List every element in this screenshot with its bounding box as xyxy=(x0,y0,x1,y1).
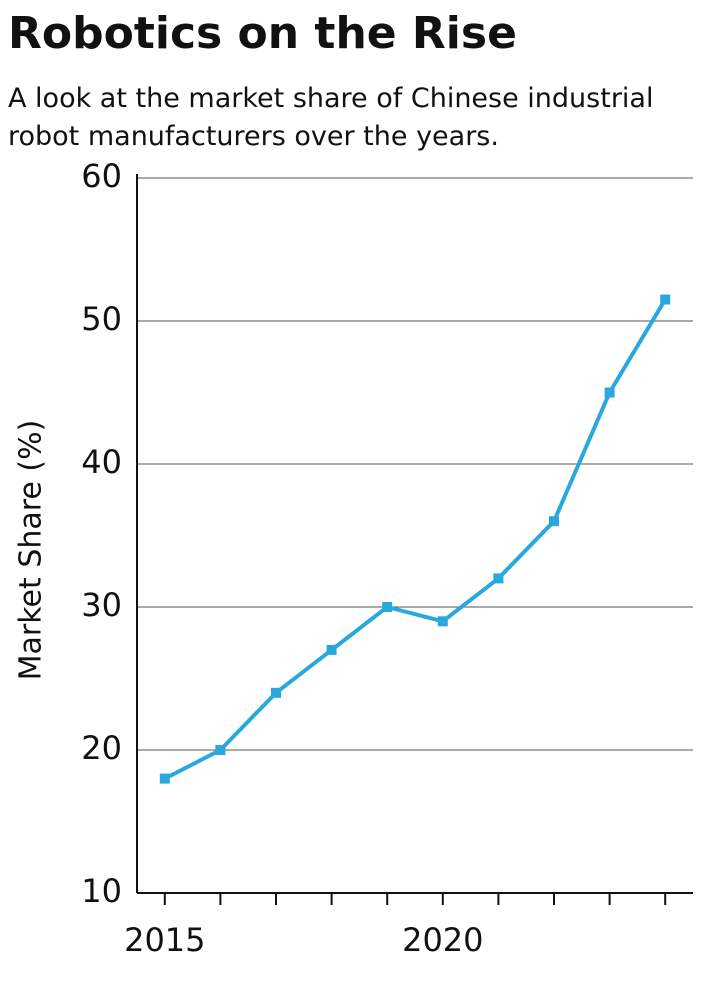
data-point xyxy=(382,602,393,612)
data-line xyxy=(163,298,667,781)
y-tick-label: 30 xyxy=(81,586,122,624)
y-axis-label: Market Share (%) xyxy=(14,420,49,681)
y-tick-label: 40 xyxy=(81,443,122,481)
x-tick-label: 2020 xyxy=(402,921,483,959)
y-tick-label: 10 xyxy=(81,872,122,910)
data-point xyxy=(493,573,504,584)
data-point xyxy=(660,294,671,305)
chart-subtitle: A look at the market share of Chinese in… xyxy=(8,83,654,152)
chart-title: Robotics on the Rise xyxy=(8,8,517,59)
x-tick-label: 2015 xyxy=(124,921,205,959)
y-tick-label: 50 xyxy=(81,300,122,338)
data-point xyxy=(549,516,559,527)
data-point xyxy=(159,773,170,784)
data-point xyxy=(604,387,615,398)
y-tick-label: 60 xyxy=(81,157,122,195)
data-point xyxy=(215,745,226,755)
data-point xyxy=(271,687,281,698)
data-point xyxy=(437,616,448,627)
data-point xyxy=(326,644,337,655)
y-tick-label: 20 xyxy=(81,729,122,767)
